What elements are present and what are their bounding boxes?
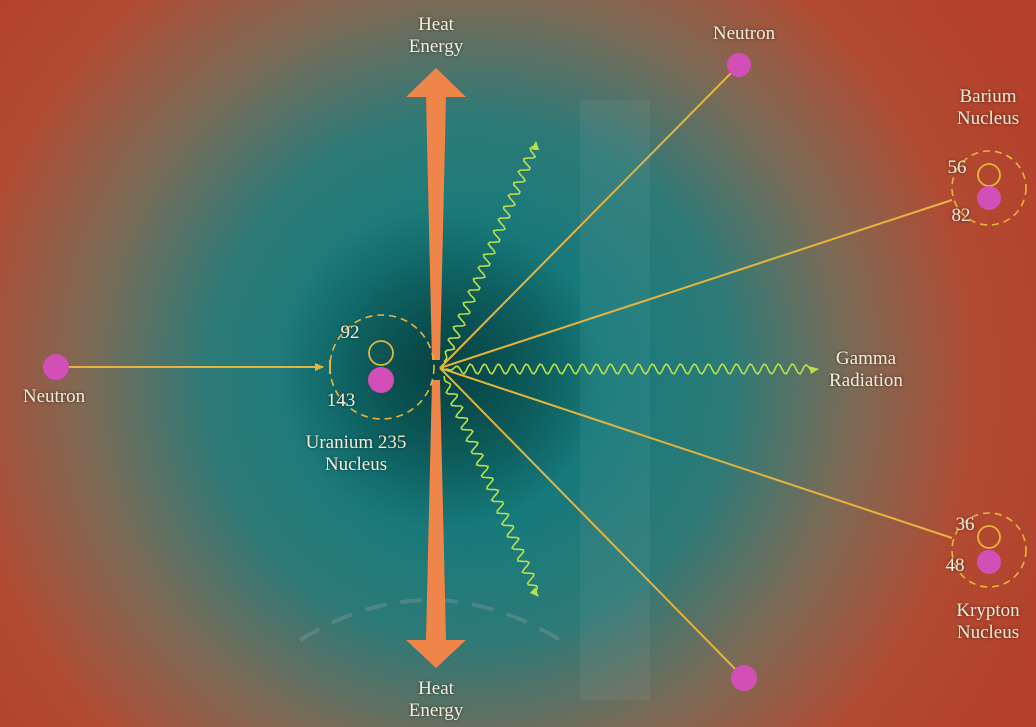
background-dashed-arc <box>298 598 562 642</box>
uranium-neutron-icon <box>368 367 394 393</box>
uranium-neutron-count: 143 <box>326 390 356 411</box>
line-to-neutron-bottom <box>439 367 743 677</box>
krypton-nucleus-line1: Krypton <box>956 600 1020 621</box>
uranium-proton-icon <box>368 340 394 366</box>
barium-neutron-count: 82 <box>951 205 971 226</box>
background-band <box>580 100 650 700</box>
barium-nucleus-line2: Nucleus <box>956 108 1020 129</box>
line-to-barium <box>439 199 953 369</box>
released-neutron-top-icon <box>727 53 751 77</box>
uranium-nucleus-line2: Nucleus <box>324 454 388 475</box>
krypton-nucleus-ring <box>951 512 1027 588</box>
released-neutron-label: Neutron <box>712 23 776 44</box>
barium-nucleus-ring <box>951 150 1027 226</box>
heat-energy-arrow <box>406 68 466 668</box>
incoming-neutron-icon <box>43 354 69 380</box>
barium-proton-count: 56 <box>947 157 967 178</box>
line-to-krypton <box>439 367 953 539</box>
heat-energy-bottom-line1: Heat <box>418 678 454 699</box>
heat-energy-top-line2: Energy <box>408 36 464 57</box>
krypton-proton-count: 36 <box>955 514 975 535</box>
product-lines <box>439 65 953 677</box>
line-to-neutron-top <box>439 65 739 369</box>
krypton-neutron-count: 48 <box>945 555 965 576</box>
krypton-neutron-icon <box>977 550 1001 574</box>
barium-nucleus-line1: Barium <box>959 86 1017 107</box>
gamma-radiation-label: Gamma Radiation <box>806 348 926 392</box>
heat-energy-bottom-line2: Energy <box>408 700 464 721</box>
uranium-nucleus-line1: Uranium 235 <box>305 432 407 453</box>
gamma-wave-down <box>443 375 539 597</box>
heat-energy-bottom-label: Heat Energy <box>396 678 476 722</box>
gamma-radiation-line1: Gamma <box>835 348 897 369</box>
released-neutron-bottom-icon <box>731 665 757 691</box>
krypton-nucleus-line2: Nucleus <box>956 622 1020 643</box>
uranium-nucleus-ring <box>329 314 435 420</box>
uranium-nucleus-label: Uranium 235 Nucleus <box>278 432 434 476</box>
barium-neutron-icon <box>977 186 1001 210</box>
gamma-wave-right <box>445 363 819 376</box>
incoming-neutron-label: Neutron <box>22 386 86 407</box>
uranium-proton-count: 92 <box>340 322 360 343</box>
krypton-proton-icon <box>977 525 1001 549</box>
barium-nucleus-label: Barium Nucleus <box>940 86 1036 130</box>
heat-energy-top-label: Heat Energy <box>396 14 476 58</box>
krypton-nucleus-label: Krypton Nucleus <box>940 600 1036 644</box>
gamma-radiation-line2: Radiation <box>829 370 903 391</box>
heat-energy-top-line1: Heat <box>418 14 454 35</box>
gamma-wave-up <box>443 141 540 363</box>
